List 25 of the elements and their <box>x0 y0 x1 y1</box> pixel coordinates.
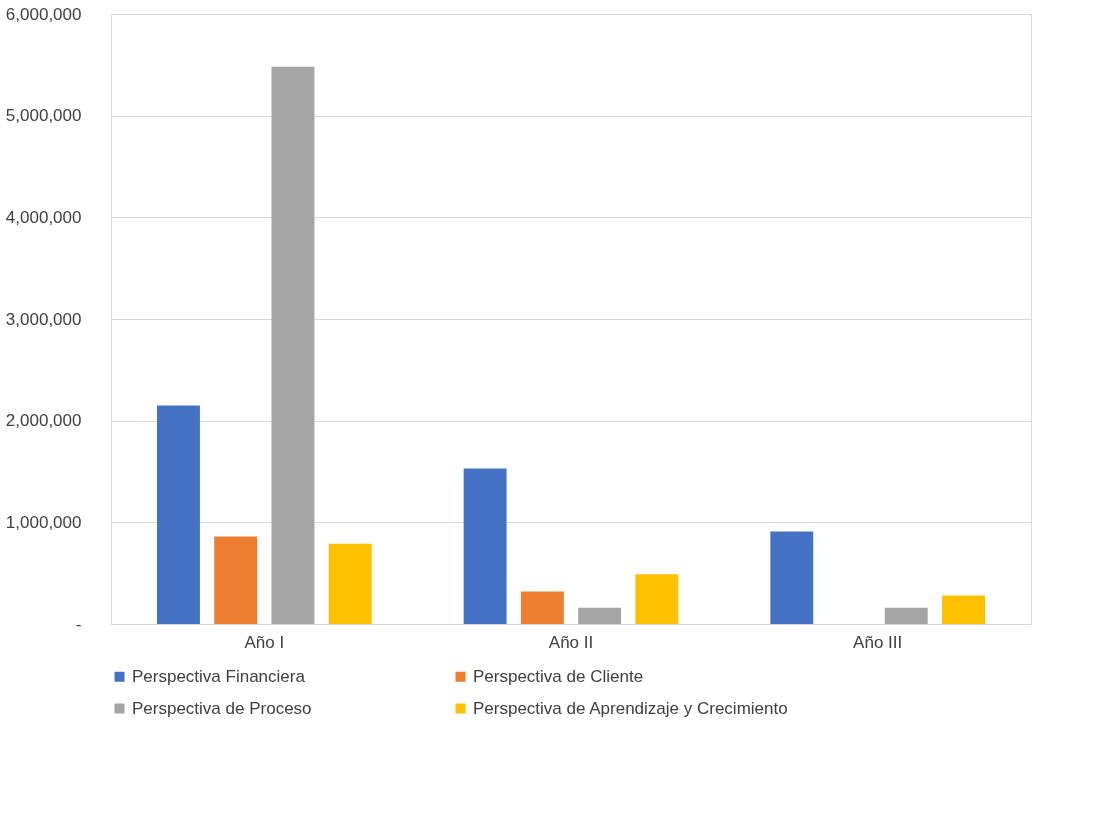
x-tick-label: Año I <box>244 632 285 652</box>
bar <box>770 531 814 624</box>
bar <box>578 607 622 624</box>
x-tick-label: Año II <box>548 632 594 652</box>
legend-label: Perspectiva de Proceso <box>132 698 312 718</box>
bar <box>328 543 372 624</box>
bar <box>942 595 985 624</box>
y-tick-label: - <box>75 614 82 634</box>
bar <box>157 405 200 624</box>
bar <box>214 536 258 624</box>
y-tick-label: 5,000,000 <box>5 106 82 126</box>
y-tick-label: 3,000,000 <box>5 309 82 329</box>
legend-label: Perspectiva de Cliente <box>473 666 644 686</box>
legend-label: Perspectiva Financiera <box>132 666 306 686</box>
x-tick-label: Año III <box>853 632 903 652</box>
y-tick-label: 2,000,000 <box>5 411 82 431</box>
bar <box>884 607 928 624</box>
bar <box>635 574 679 624</box>
bar <box>271 66 315 624</box>
bar <box>520 591 564 624</box>
bar <box>463 468 507 624</box>
legend-label: Perspectiva de Aprendizaje y Crecimiento <box>473 698 788 718</box>
y-tick-label: 1,000,000 <box>5 512 82 532</box>
y-tick-label: 4,000,000 <box>5 207 82 227</box>
y-tick-label: 6,000,000 <box>5 4 82 24</box>
